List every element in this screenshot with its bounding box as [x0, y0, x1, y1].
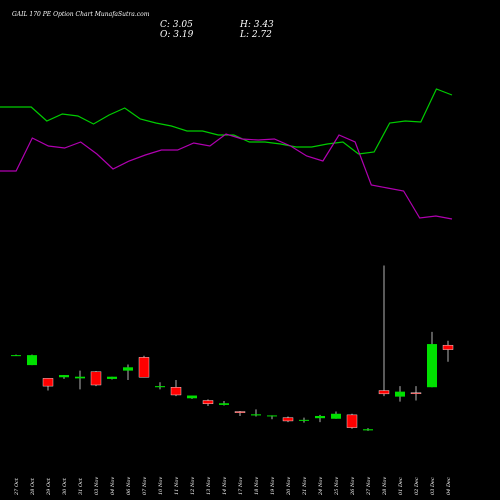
x-tick-label: 10 Nov: [158, 477, 164, 495]
x-tick-label: 06 Nov: [126, 477, 132, 495]
candle: [107, 376, 117, 380]
candle-body-down: [378, 390, 390, 395]
candle-body-up: [123, 367, 133, 371]
candle-body-up: [427, 344, 437, 388]
candle: [90, 371, 102, 387]
candle: [299, 417, 309, 423]
x-tick-label: 12 Nov: [190, 477, 196, 495]
x-tick-label: 17 Nov: [238, 477, 244, 495]
candle-body-down: [234, 411, 246, 413]
x-tick-label: 29 Oct: [46, 477, 52, 496]
candle: [346, 413, 358, 429]
x-tick-label: 04 Dec: [446, 477, 452, 495]
candle-body-down: [42, 378, 54, 387]
x-axis-ticks: 27 Oct 28 Oct 29 Oct 30 Oct 31 Oct 03 Nov 04 N…: [14, 477, 452, 496]
candle-body-up: [331, 413, 341, 419]
candle-body-down: [282, 417, 294, 422]
candle-body-up: [315, 415, 325, 419]
candle: [315, 414, 325, 423]
candle: [27, 354, 37, 366]
candle: [123, 364, 133, 381]
candle: [75, 370, 85, 390]
candle: [187, 395, 197, 399]
x-tick-label: 04 Nov: [110, 477, 116, 495]
candle-body-up: [267, 415, 277, 417]
candle: [234, 411, 246, 416]
candle: [395, 386, 405, 402]
candle: [11, 354, 21, 357]
candle: [267, 415, 277, 420]
candle-body-up: [219, 403, 229, 405]
x-tick-label: 25 Nov: [334, 477, 340, 496]
x-tick-label: 28 Oct: [30, 477, 36, 496]
x-tick-label: 19 Nov: [270, 477, 276, 495]
x-tick-label: 13 Nov: [206, 477, 212, 495]
magenta-line-series: [0, 133, 453, 220]
candle: [378, 265, 390, 397]
x-tick-label: 11 Nov: [174, 477, 180, 495]
candle: [170, 380, 182, 397]
x-tick-label: 18 Nov: [254, 477, 260, 495]
low-value: L: 2.72: [239, 30, 272, 40]
x-tick-label: 27 Nov: [366, 477, 372, 496]
x-tick-label: 01 Dec: [398, 477, 404, 495]
candle-body-up: [395, 391, 405, 397]
candle-body-down: [442, 344, 454, 350]
candles-group: [11, 265, 454, 431]
candle: [202, 399, 214, 407]
candle-body-up: [59, 375, 69, 378]
x-tick-label: 02 Dec: [414, 477, 420, 495]
candle-body-up: [251, 414, 261, 416]
x-tick-label: 27 Oct: [14, 477, 20, 496]
candle-body-up: [155, 386, 165, 388]
candle: [42, 378, 54, 391]
candle: [331, 411, 341, 419]
candle-body-up: [363, 429, 373, 431]
x-tick-label: 03 Nov: [94, 477, 100, 495]
candle: [410, 386, 422, 401]
candle: [155, 382, 165, 390]
x-tick-label: 26 Nov: [350, 477, 356, 496]
candle-body-down: [346, 414, 358, 428]
candle: [219, 401, 229, 406]
candle: [427, 331, 437, 388]
candle: [251, 409, 261, 417]
candle-body-up: [11, 355, 21, 357]
x-tick-label: 30 Oct: [62, 477, 68, 495]
close-value: C: 3.05: [160, 20, 193, 30]
x-tick-label: 31 Oct: [78, 477, 84, 495]
x-tick-label: 24 Nov: [318, 477, 324, 496]
x-tick-label: 28 Nov: [382, 477, 388, 496]
x-tick-label: 21 Nov: [302, 477, 308, 496]
chart-title: GAIL 170 PE Option Chart MunafaSutra.com: [12, 11, 150, 18]
candle-body-up: [299, 419, 309, 421]
open-value: O: 3.19: [160, 30, 194, 40]
x-tick-label: 03 Dec: [430, 477, 436, 495]
high-value: H: 3.43: [239, 20, 274, 30]
candle-body-up: [75, 376, 85, 379]
candle: [363, 428, 373, 431]
candle-body-down: [138, 357, 150, 378]
candle-body-down: [410, 392, 422, 394]
candle-body-up: [27, 355, 37, 366]
candle: [138, 355, 150, 378]
x-tick-label: 14 Nov: [222, 477, 228, 495]
candle-body-down: [170, 387, 182, 396]
candle-body-up: [107, 376, 117, 379]
indicator-lines: [0, 88, 453, 220]
candle: [282, 416, 294, 423]
candle: [59, 375, 69, 379]
candle-body-down: [90, 371, 102, 386]
green-line-series: [0, 88, 453, 155]
candle-body-up: [187, 395, 197, 399]
x-tick-label: 20 Nov: [286, 477, 292, 496]
candle: [442, 340, 454, 362]
candle-body-down: [202, 400, 214, 405]
x-tick-label: 07 Nov: [142, 477, 148, 495]
